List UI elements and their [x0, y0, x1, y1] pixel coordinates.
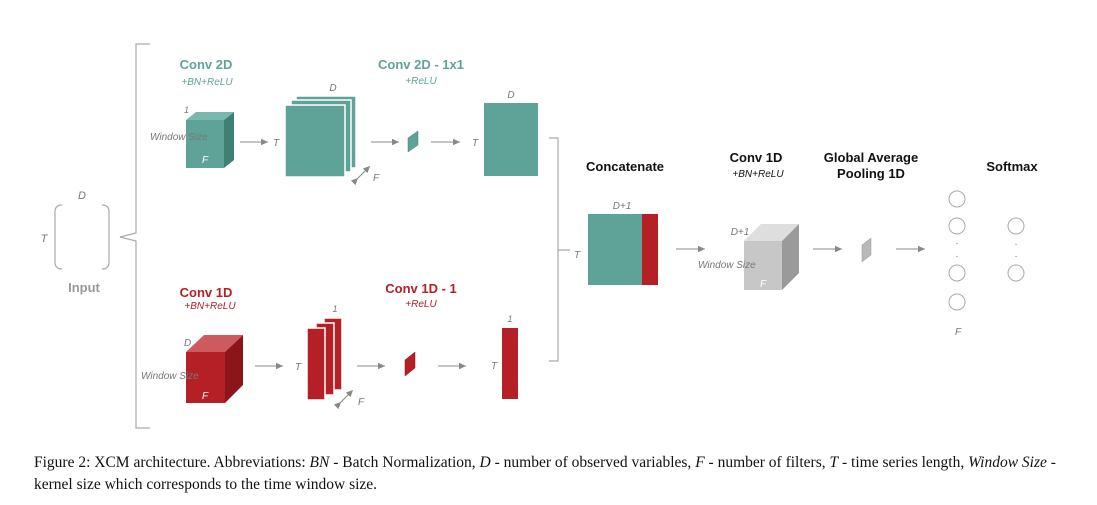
conv1d-feature-maps: [306, 317, 343, 401]
conv2d-feature-maps: [284, 95, 357, 178]
caption-part-4: - number of filters,: [704, 454, 830, 471]
input-right-bracket: [101, 204, 110, 270]
gap-node: [948, 264, 966, 282]
caption-t: T: [829, 454, 839, 471]
conv2d-kernel-filters: F: [202, 155, 209, 166]
conv2d-1x1-kernel: [407, 130, 419, 153]
caption-part-6: - kernel size which corresponds to the t…: [34, 454, 1056, 493]
gap-vector: [861, 237, 872, 263]
conv2d-title: Conv 2D: [180, 57, 233, 72]
softmax-title: Softmax: [986, 159, 1038, 174]
xcm-architecture-diagram: D T Input Conv 2D +BN+ReLU F 1 Window Si…: [41, 43, 1038, 429]
caption-part-5: - time series length,: [838, 454, 969, 471]
conv1d-output-map: [502, 328, 518, 399]
conv2d-1x1-subtitle: +ReLU: [405, 76, 437, 87]
conv1d-kernel-cube: F: [186, 335, 243, 403]
input-dim-d: D: [78, 190, 86, 202]
caption-window-size: Window Size: [968, 454, 1047, 471]
merge-head: Concatenate D+1 T Conv 1D +BN+ReLU F D+1…: [574, 150, 1038, 338]
gap-node-ellipsis-1: .: [956, 236, 959, 247]
conv1d-1-kernel: [404, 351, 416, 377]
conv1d-title: Conv 1D: [180, 285, 233, 300]
gap-node: [948, 293, 966, 311]
input-left-bracket: [54, 204, 63, 270]
concat-teal-block: [588, 214, 642, 285]
head-conv1d-window-size: Window Size: [698, 260, 756, 271]
caption-part-2: - Batch Normalization,: [329, 454, 480, 471]
conv2d-kernel-depth: 1: [184, 105, 189, 115]
head-conv1d-filters: F: [760, 279, 767, 290]
concatenate-title: Concatenate: [586, 159, 664, 174]
conv1d-kernel-depth: D: [184, 338, 191, 349]
conv2d-window-size: Window Size: [150, 132, 208, 143]
conv2d-1x1-title: Conv 2D - 1x1: [378, 57, 464, 72]
gap-title-line1: Global Average: [824, 150, 918, 165]
conv2d-out-d: D: [507, 90, 514, 101]
gap-node: [948, 217, 966, 235]
caption-part-1: Figure 2: XCM architecture. Abbreviation…: [34, 454, 310, 471]
softmax-node: [1007, 264, 1025, 282]
conv1d-fmap-t: T: [295, 362, 302, 373]
head-conv1d-kernel-cube: F: [744, 224, 799, 290]
conv1d-branch: Conv 1D +BN+ReLU F D Window Size 1 T F C…: [141, 281, 518, 410]
concat-red-block: [642, 214, 658, 285]
conv1d-1-subtitle: +ReLU: [405, 299, 437, 310]
conv2d-out-t: T: [472, 138, 479, 149]
head-conv1d-subtitle: +BN+ReLU: [732, 169, 784, 180]
conv1d-out-t: T: [491, 361, 498, 372]
conv1d-out-one: 1: [507, 314, 512, 324]
figure-caption: Figure 2: XCM architecture. Abbreviation…: [34, 452, 1074, 496]
softmax-nodes: [1007, 217, 1025, 282]
conv2d-output-map: [484, 103, 538, 176]
caption-f: F: [695, 454, 705, 471]
conv2d-fmap-f-arrow: [350, 165, 371, 186]
conv1d-fmap-f: F: [358, 397, 365, 408]
gap-node: [948, 190, 966, 208]
conv1d-fmap-f-arrow: [333, 389, 354, 410]
conv1d-1-title: Conv 1D - 1: [385, 281, 457, 296]
conv2d-fmap-f: F: [373, 173, 380, 184]
head-conv1d-depth: D+1: [731, 227, 750, 238]
caption-bn: BN: [309, 454, 330, 471]
caption-part-3: - number of observed variables,: [490, 454, 696, 471]
head-conv1d-title: Conv 1D: [730, 150, 783, 165]
softmax-ellipsis-1: .: [1015, 237, 1018, 248]
gap-output-nodes: [948, 190, 966, 311]
gap-title-line2: Pooling 1D: [837, 166, 905, 181]
conv1d-window-size: Window Size: [141, 371, 199, 382]
conv1d-fmap-one: 1: [332, 304, 337, 314]
gap-f-label: F: [955, 327, 962, 338]
split-bracket: [119, 43, 150, 429]
gap-node-ellipsis-2: .: [956, 249, 959, 260]
conv2d-branch: Conv 2D +BN+ReLU F 1 Window Size D T F C…: [150, 57, 538, 186]
conv1d-kernel-filters: F: [202, 391, 209, 402]
softmax-node: [1007, 217, 1025, 235]
conv1d-subtitle: +BN+ReLU: [184, 301, 236, 312]
caption-d: D: [479, 454, 491, 471]
input-block: D T Input: [41, 190, 110, 295]
concat-dim: D+1: [613, 201, 632, 212]
softmax-ellipsis-2: .: [1015, 249, 1018, 260]
input-dim-t: T: [41, 233, 49, 245]
concat-t: T: [574, 250, 581, 261]
conv2d-fmap-d: D: [329, 83, 336, 94]
conv2d-fmap-t: T: [273, 138, 280, 149]
input-label: Input: [68, 280, 100, 295]
conv2d-subtitle: +BN+ReLU: [181, 77, 233, 88]
merge-bracket: [549, 137, 570, 362]
conv2d-kernel-cube: F: [186, 112, 234, 168]
